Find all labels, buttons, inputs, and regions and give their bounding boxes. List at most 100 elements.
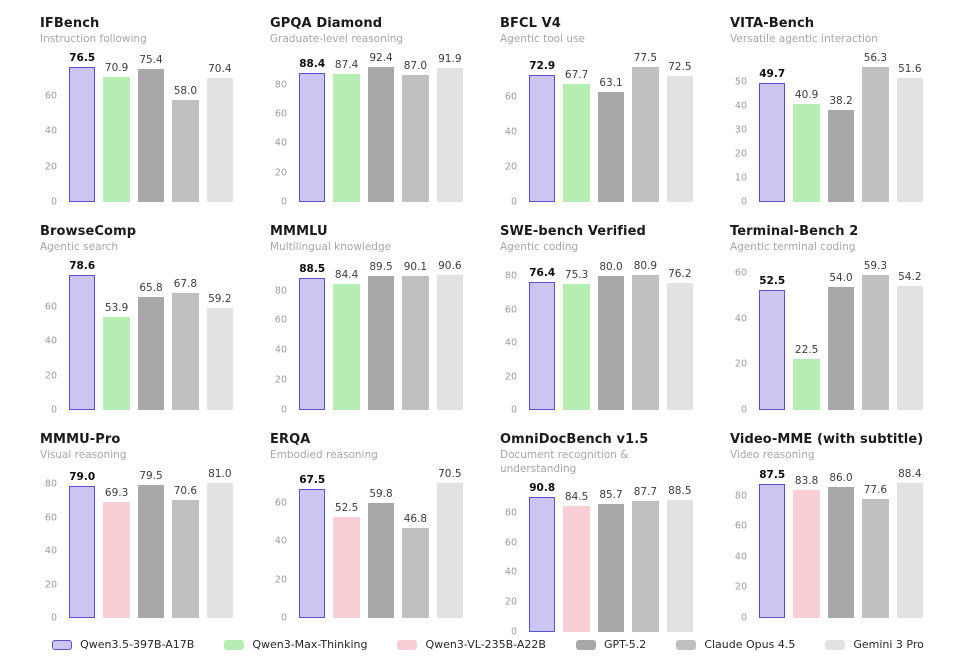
bar [367,276,395,410]
y-axis: 0 20 40 60 [730,264,754,416]
bar-value-label: 91.9 [438,52,462,65]
chart-title: BrowseComp [40,224,137,239]
bar [529,282,556,410]
bar [436,67,464,202]
bar-slot: 56.3 [862,52,889,202]
bar-value-label: 92.4 [369,51,393,64]
bar-value-label: 49.7 [759,67,786,80]
bar [172,500,199,618]
y-tick-label: 40 [504,566,517,578]
chart-title: ERQA [270,432,311,447]
bar-slot: 86.0 [827,472,855,618]
chart-title: Video-MME (with subtitle) [730,432,924,447]
bar-value-label: 72.9 [529,59,556,72]
y-tick-label: 0 [740,404,747,416]
bar-value-label: 70.6 [173,485,198,498]
legend: Qwen3.5-397B-A17B Qwen3-Max-Thinking Qwen3… [40,638,936,651]
y-tick-label: 0 [510,404,517,416]
bar [172,293,199,410]
legend-item: Qwen3-VL-235B-A22B [397,638,546,651]
bar [402,275,429,410]
y-tick-label: 10 [734,172,747,184]
chart-plot: 0 10 20 30 40 50 49.7 40.9 38.2 56.3 51.6 [730,52,928,208]
legend-item: Qwen3-Max-Thinking [224,638,367,651]
bar [103,317,130,410]
bar-slot: 67.8 [172,264,199,410]
bar-value-label: 59.2 [208,293,232,306]
bar [827,286,855,410]
y-tick-label: 0 [280,612,287,624]
y-tick-label: 80 [274,285,287,297]
bar-value-label: 75.3 [564,269,589,282]
y-tick-label: 40 [734,100,747,112]
bar-value-label: 65.8 [139,281,163,294]
bar-slot: 67.5 [299,472,326,618]
legend-item: Qwen3.5-397B-A17B [52,638,194,651]
y-tick-label: 60 [504,91,517,103]
y-axis: 0 20 40 60 [40,56,64,207]
legend-item: GPT-5.2 [575,638,646,651]
y-tick-label: 80 [504,270,517,282]
y-tick-label: 20 [44,161,57,173]
y-tick-label: 60 [274,108,287,120]
bar-value-label: 67.5 [299,473,326,486]
bar [299,488,326,618]
bars-area: 79.0 69.3 79.5 70.6 81.0 [64,468,238,618]
bar-slot: 77.6 [862,472,889,618]
bar [333,74,360,202]
legend-label: Qwen3.5-397B-A17B [80,638,195,651]
bar-slot: 76.2 [666,264,694,410]
bar-value-label: 79.0 [69,471,96,484]
bar [299,72,326,202]
y-tick-label: 20 [734,581,747,593]
y-axis: 0 20 40 60 80 [270,264,294,415]
y-tick-label: 40 [274,535,287,547]
legend-swatch-icon [52,639,73,650]
bar [666,282,694,410]
legend-swatch-icon [224,639,245,650]
bar-slot: 76.5 [69,52,96,202]
bar-slot: 72.5 [666,56,694,202]
bar-slot: 89.5 [367,261,395,410]
bar [666,75,694,202]
bar-slot: 52.5 [333,472,360,618]
bar-slot: 54.0 [827,264,855,410]
bar-slot: 54.2 [896,264,924,410]
chart-title: OmniDocBench v1.5 [500,432,649,447]
chart-title: GPQA Diamond [270,16,383,31]
bar [367,66,395,202]
y-tick-label: 60 [504,304,517,316]
y-tick-label: 80 [274,79,287,91]
bar [793,358,820,410]
y-tick-label: 20 [274,167,287,179]
bar-value-label: 52.5 [334,502,359,515]
bar-value-label: 84.5 [564,491,589,504]
y-tick-label: 60 [734,267,747,279]
bar-slot: 49.7 [759,56,786,202]
bar [632,274,659,410]
chart-plot: 0 20 40 60 78.6 53.9 65.8 67.8 59.2 [40,260,238,416]
bar-slot: 70.9 [103,56,130,202]
bar [402,528,429,618]
y-tick-label: 0 [510,196,517,208]
bar-slot: 88.4 [299,56,326,202]
y-tick-label: 20 [734,148,747,160]
bar-slot: 59.3 [862,260,889,410]
bar-value-label: 87.7 [633,486,658,499]
bar-slot: 87.7 [632,486,659,632]
bar-slot: 88.5 [666,485,694,632]
bar-value-label: 75.4 [139,53,163,66]
bar-slot: 75.4 [137,54,165,202]
bar-slot: 70.4 [206,56,234,202]
chart-plot: 0 20 40 60 72.9 67.7 63.1 77.5 72.5 [500,52,698,208]
bar-slot: 52.5 [759,264,786,410]
y-tick-label: 60 [504,537,517,549]
bar-slot: 70.5 [436,468,464,618]
bar-slot: 84.4 [333,264,360,410]
y-tick-label: 40 [274,137,287,149]
y-tick-label: 40 [44,545,57,557]
bar-slot: 53.9 [103,264,130,410]
chart-subtitle: Agentic terminal coding [730,241,856,253]
bar-value-label: 78.6 [69,259,96,272]
bar [793,489,820,618]
